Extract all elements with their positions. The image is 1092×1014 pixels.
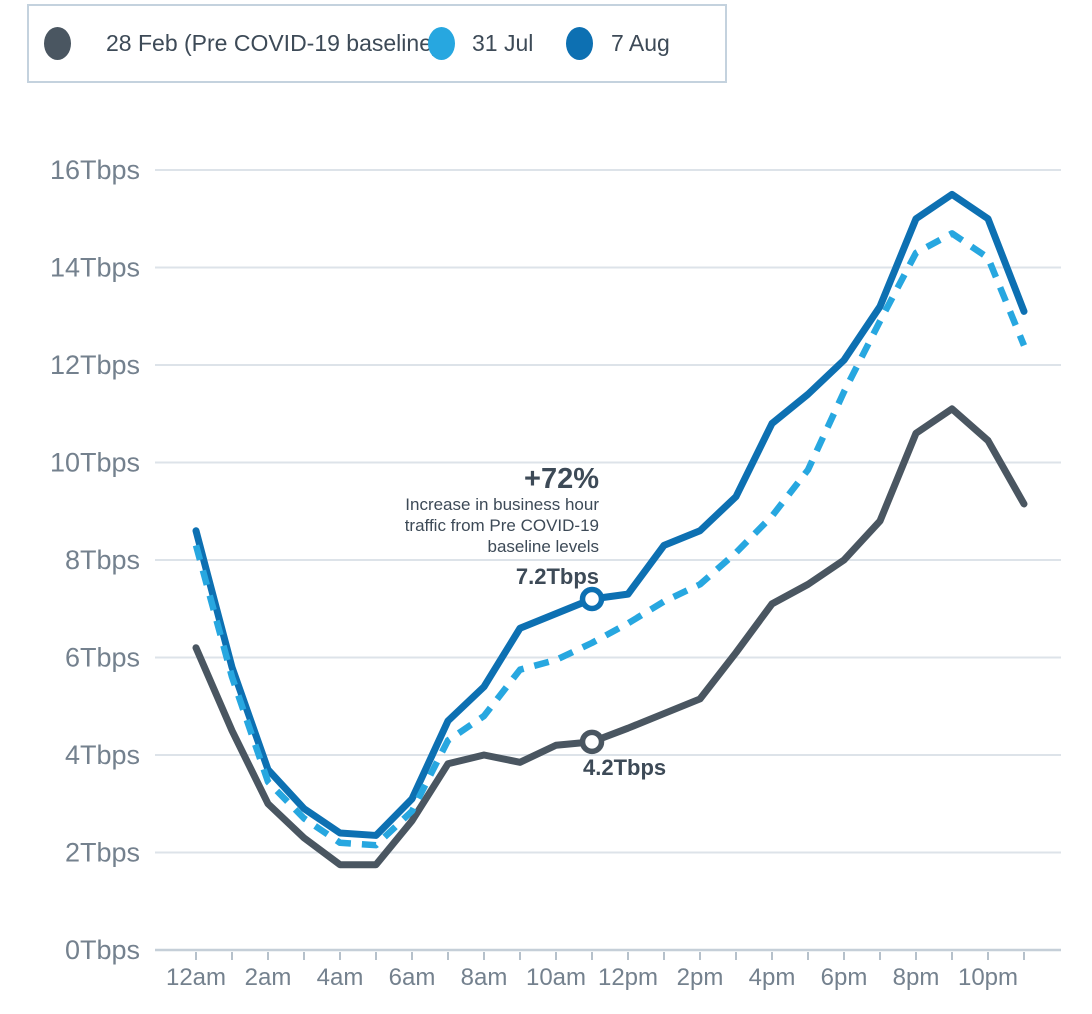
svg-text:12pm: 12pm [598,964,658,991]
svg-text:8Tbps: 8Tbps [65,545,140,575]
marker-label-28feb: 4.2Tbps [583,755,667,780]
svg-text:10pm: 10pm [958,964,1018,991]
svg-text:14Tbps: 14Tbps [50,253,140,283]
legend-label-28feb: 28 Feb (Pre COVID-19 baseline) [106,30,440,56]
svg-text:2pm: 2pm [677,964,724,991]
svg-text:4am: 4am [317,964,364,991]
svg-text:6Tbps: 6Tbps [65,643,140,673]
svg-text:4pm: 4pm [749,964,796,991]
svg-text:10Tbps: 10Tbps [50,448,140,478]
legend-label-31jul: 31 Jul [472,30,534,56]
svg-text:6pm: 6pm [821,964,868,991]
legend-dot-31jul [428,27,455,60]
svg-text:10am: 10am [526,964,586,991]
annotation-text-line-3: baseline levels [487,537,599,556]
annotation-text-line-2: traffic from Pre COVID-19 [404,516,599,535]
svg-text:0Tbps: 0Tbps [65,935,140,965]
legend-dot-7aug [566,27,593,60]
svg-text:8pm: 8pm [893,964,940,991]
svg-text:12Tbps: 12Tbps [50,350,140,380]
legend-label-7aug: 7 Aug [611,30,670,56]
svg-text:16Tbps: 16Tbps [50,155,140,185]
chart-legend: 28 Feb (Pre COVID-19 baseline) 31 Jul 7 … [27,4,727,83]
svg-text:2Tbps: 2Tbps [65,838,140,868]
svg-text:4Tbps: 4Tbps [65,740,140,770]
svg-text:8am: 8am [461,964,508,991]
svg-text:6am: 6am [389,964,436,991]
increase-annotation: +72% Increase in business hour traffic f… [405,464,599,590]
annotation-percentage: +72% [524,463,599,495]
svg-text:2am: 2am [245,964,292,991]
legend-dot-28feb [44,27,71,60]
svg-text:12am: 12am [166,964,226,991]
marker-label-7aug: 7.2Tbps [515,564,599,589]
annotation-text-line-1: Increase in business hour [405,495,599,514]
